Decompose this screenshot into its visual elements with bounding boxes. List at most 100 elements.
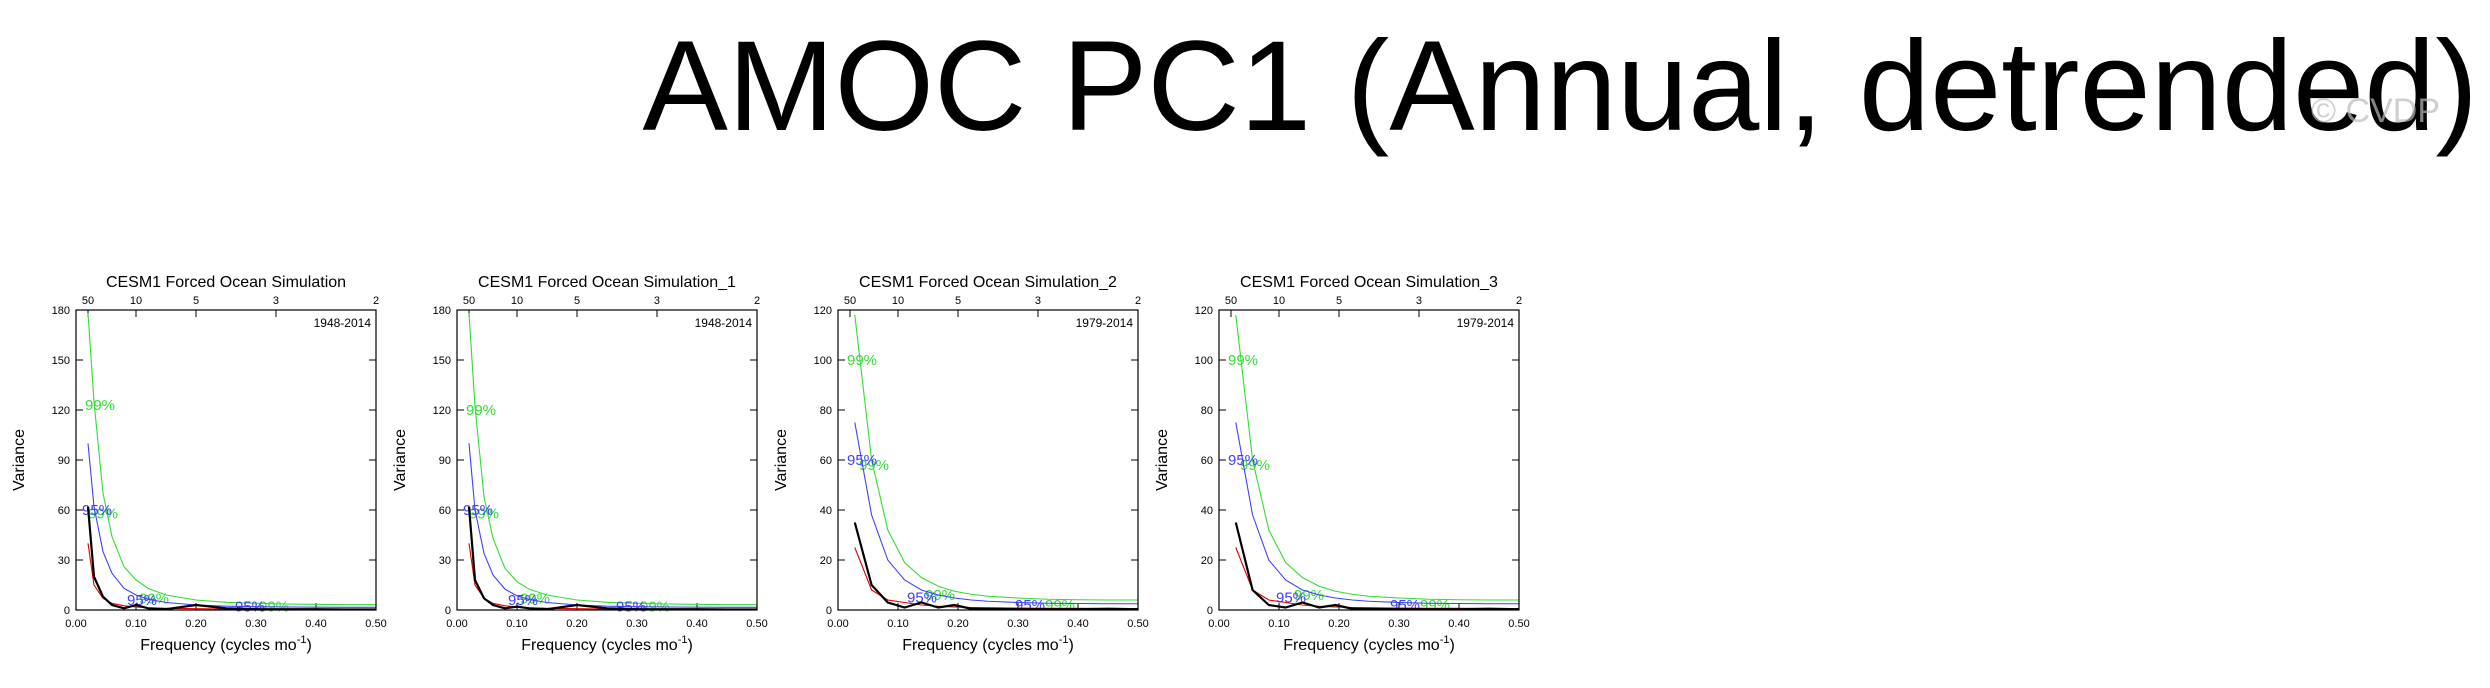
x-tick-label: 0.40 bbox=[1067, 618, 1088, 630]
spectrum-line bbox=[854, 314, 1138, 601]
y-tick-label: 180 bbox=[433, 305, 451, 317]
main-title: AMOC PC1 (Annual, detrended) bbox=[642, 15, 2478, 158]
plot-frame bbox=[75, 309, 377, 611]
line-label: 99% bbox=[1045, 597, 1075, 614]
x-axis-label-text: Frequency (cycles mo bbox=[1283, 637, 1440, 654]
line-label: 95% bbox=[616, 599, 646, 616]
x-tick-label: 0.50 bbox=[1508, 618, 1529, 630]
panel-title: CESM1 Forced Ocean Simulation_2 bbox=[859, 274, 1117, 291]
x-axis-label-end: ) bbox=[687, 637, 692, 654]
x-axis-label-end: ) bbox=[1449, 637, 1454, 654]
y-axis-label: Variance bbox=[773, 429, 790, 491]
line-label: 99% bbox=[139, 590, 169, 607]
panel-subtitle: 1979-2014 bbox=[1076, 316, 1134, 330]
spectrum-line bbox=[468, 443, 757, 608]
x-tick-label: 0.30 bbox=[626, 618, 647, 630]
y-tick-label: 0 bbox=[1207, 605, 1213, 617]
y-tick-label: 20 bbox=[1201, 555, 1213, 567]
y-tick-label: 0 bbox=[445, 605, 451, 617]
spectrum-line bbox=[1235, 314, 1519, 601]
y-tick-label: 120 bbox=[814, 305, 832, 317]
line-label: 99% bbox=[847, 352, 877, 369]
plot-frame bbox=[456, 309, 758, 611]
y-tick-label: 20 bbox=[820, 555, 832, 567]
x-axis-label-end: ) bbox=[306, 637, 311, 654]
panel-title: CESM1 Forced Ocean Simulation_3 bbox=[1240, 274, 1498, 291]
x-axis-label-sup: -1 bbox=[678, 634, 688, 646]
top-tick-label: 2 bbox=[1516, 295, 1522, 307]
x-tick-label: 0.10 bbox=[125, 618, 146, 630]
top-tick-label: 3 bbox=[273, 295, 279, 307]
y-tick-label: 30 bbox=[439, 555, 451, 567]
top-tick-label: 3 bbox=[654, 295, 660, 307]
x-tick-label: 0.40 bbox=[686, 618, 707, 630]
spectrum-line bbox=[1234, 522, 1519, 610]
line-label: 95% bbox=[463, 502, 493, 519]
x-axis-label-end: ) bbox=[1068, 637, 1073, 654]
top-tick-label: 10 bbox=[130, 295, 142, 307]
y-tick-label: 90 bbox=[58, 455, 70, 467]
spectrum-line bbox=[1235, 422, 1519, 605]
x-axis-label: Frequency (cycles mo-1) bbox=[902, 634, 1074, 654]
top-tick-label: 5 bbox=[574, 295, 580, 307]
x-tick-label: 0.20 bbox=[566, 618, 587, 630]
line-label: 95% bbox=[1228, 452, 1258, 469]
plot-frame bbox=[837, 309, 1139, 611]
panel-subtitle: 1979-2014 bbox=[1457, 316, 1515, 330]
top-tick-label: 10 bbox=[1273, 295, 1285, 307]
x-tick-label: 0.30 bbox=[1007, 618, 1028, 630]
x-axis-label-sup: -1 bbox=[1440, 634, 1450, 646]
top-tick-label: 2 bbox=[373, 295, 379, 307]
panel-subtitle: 1948-2014 bbox=[695, 316, 753, 330]
x-tick-label: 0.00 bbox=[1208, 618, 1229, 630]
plot-frame bbox=[1218, 309, 1520, 611]
top-tick-label: 5 bbox=[1336, 295, 1342, 307]
y-tick-label: 120 bbox=[52, 405, 70, 417]
x-axis-label-text: Frequency (cycles mo bbox=[140, 637, 297, 654]
y-axis-label: Variance bbox=[392, 429, 409, 491]
x-tick-label: 0.30 bbox=[245, 618, 266, 630]
y-tick-label: 100 bbox=[1195, 355, 1213, 367]
line-label: 99% bbox=[1420, 597, 1450, 614]
top-tick-label: 50 bbox=[463, 295, 475, 307]
y-tick-label: 60 bbox=[58, 505, 70, 517]
y-tick-label: 150 bbox=[433, 355, 451, 367]
panel-title: CESM1 Forced Ocean Simulation_1 bbox=[478, 274, 736, 291]
x-tick-label: 0.20 bbox=[1328, 618, 1349, 630]
y-tick-label: 60 bbox=[1201, 455, 1213, 467]
spectrum-line bbox=[87, 313, 376, 606]
spectrum-line bbox=[87, 443, 376, 608]
x-tick-label: 0.00 bbox=[827, 618, 848, 630]
x-tick-label: 0.50 bbox=[365, 618, 386, 630]
y-tick-label: 120 bbox=[433, 405, 451, 417]
x-tick-label: 0.00 bbox=[65, 618, 86, 630]
y-tick-label: 40 bbox=[820, 505, 832, 517]
panel-title: CESM1 Forced Ocean Simulation bbox=[106, 274, 346, 291]
y-axis-label: Variance bbox=[11, 429, 28, 491]
y-tick-label: 100 bbox=[814, 355, 832, 367]
y-tick-label: 180 bbox=[52, 305, 70, 317]
line-label: 95% bbox=[907, 590, 937, 607]
line-label: 99% bbox=[466, 402, 496, 419]
line-label: 95% bbox=[1390, 597, 1420, 614]
x-axis-label: Frequency (cycles mo-1) bbox=[140, 634, 312, 654]
x-tick-label: 0.00 bbox=[446, 618, 467, 630]
line-label: 95% bbox=[235, 599, 265, 616]
spectrum-line bbox=[853, 522, 1138, 610]
top-tick-label: 2 bbox=[754, 295, 760, 307]
x-tick-label: 0.20 bbox=[947, 618, 968, 630]
x-tick-label: 0.40 bbox=[1448, 618, 1469, 630]
line-label: 99% bbox=[1240, 457, 1270, 474]
top-tick-label: 10 bbox=[892, 295, 904, 307]
x-tick-label: 0.10 bbox=[506, 618, 527, 630]
x-tick-label: 0.40 bbox=[305, 618, 326, 630]
y-tick-label: 80 bbox=[820, 405, 832, 417]
y-axis-label: Variance bbox=[1154, 429, 1171, 491]
top-tick-label: 5 bbox=[955, 295, 961, 307]
x-axis-label-text: Frequency (cycles mo bbox=[521, 637, 678, 654]
x-axis-label-sup: -1 bbox=[297, 634, 307, 646]
top-tick-label: 3 bbox=[1416, 295, 1422, 307]
y-tick-label: 90 bbox=[439, 455, 451, 467]
top-tick-label: 50 bbox=[1225, 295, 1237, 307]
